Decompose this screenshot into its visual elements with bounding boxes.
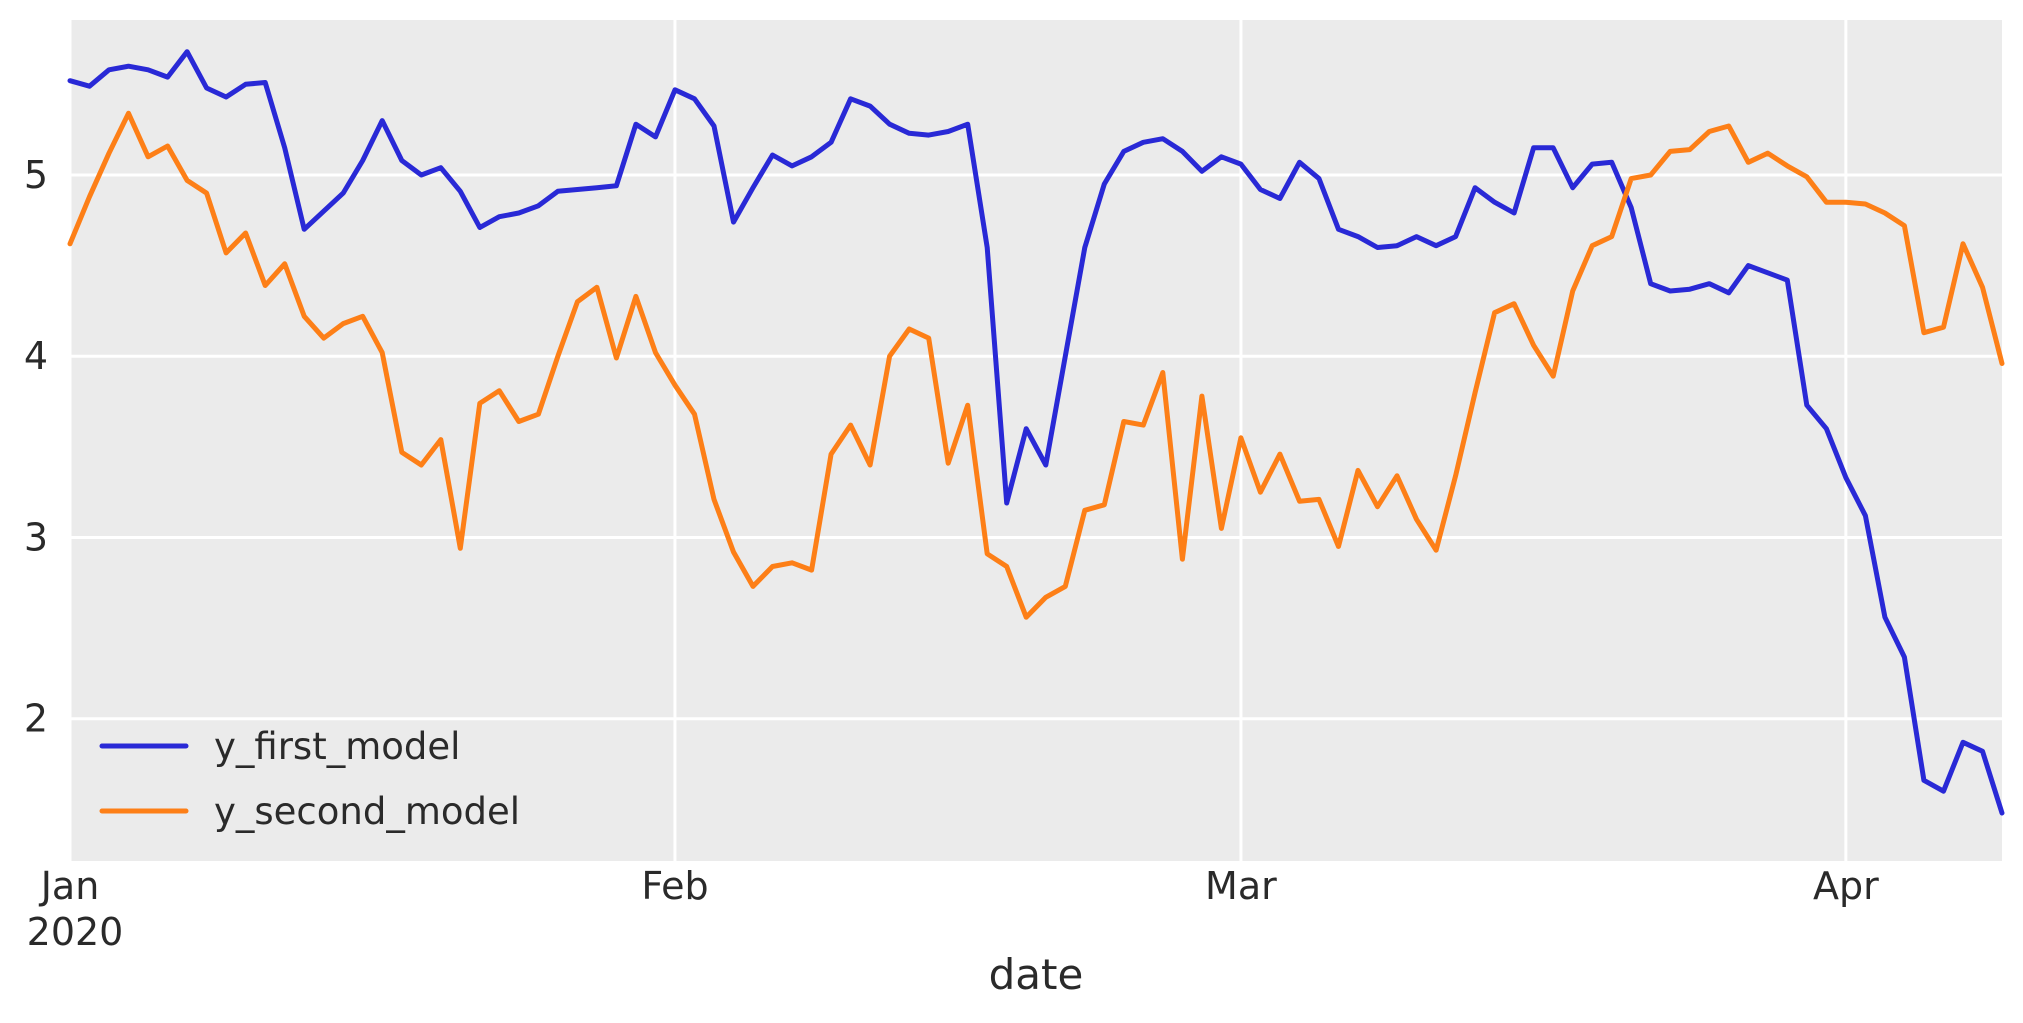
x-tick-year-label: 2020 [27, 910, 124, 954]
gridlines [68, 20, 2002, 861]
y-axis-ticks: 2 3 4 5 [24, 153, 48, 741]
y-tick-label: 2 [24, 697, 48, 741]
plot-area [70, 20, 2002, 861]
x-tick-label: Mar [1205, 864, 1277, 908]
data-series [67, 49, 2005, 816]
y-tick-label: 4 [24, 334, 48, 378]
legend: y_first_model y_second_model [99, 725, 520, 833]
series-line-y_first_model [67, 49, 2005, 816]
x-tick-label: Apr [1813, 864, 1879, 908]
series-line-y_second_model [67, 110, 2005, 620]
x-tick-label: Jan [39, 864, 100, 908]
legend-item-label: y_second_model [214, 790, 520, 833]
x-tick-label: Feb [641, 864, 708, 908]
x-axis-label: date [989, 950, 1084, 999]
legend-item-label: y_first_model [214, 725, 460, 768]
y-tick-label: 5 [24, 153, 48, 197]
y-tick-label: 3 [24, 515, 48, 559]
